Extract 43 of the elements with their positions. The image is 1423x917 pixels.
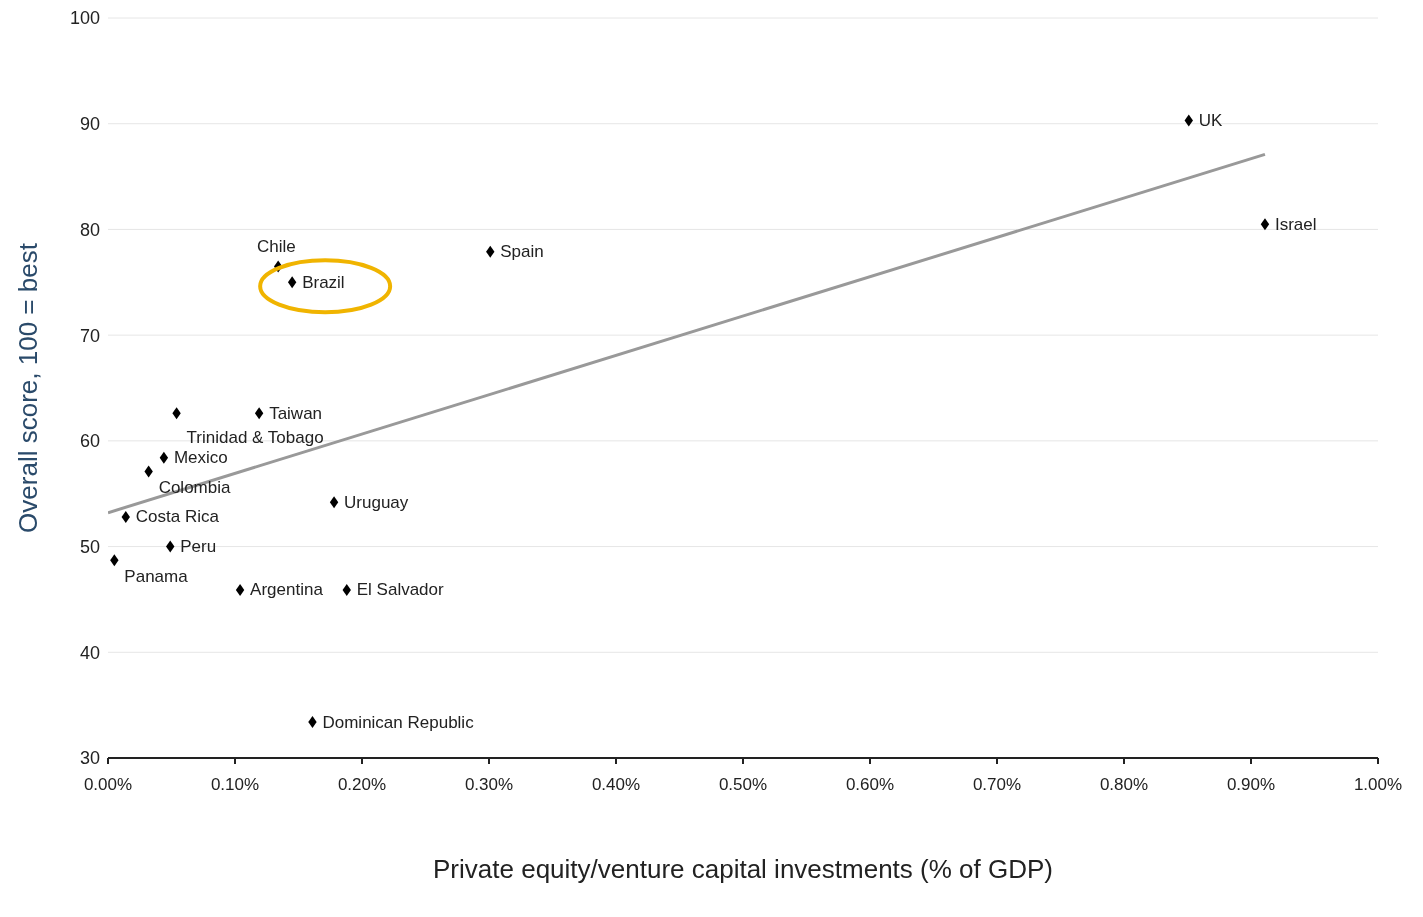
annotation: Costa Rica [135,507,220,527]
y-tick-label: 70 [79,325,100,346]
x-tick-label: 0.90% [1226,775,1276,795]
y-axis-title: Overall score, 100 = best [13,242,44,533]
point [159,451,169,464]
x-tick-label: 0.80% [1099,775,1149,795]
annotation: Israel [1274,214,1317,234]
annotation: Dominican Republic [322,712,475,732]
annotation: Panama [124,566,189,586]
y-tick-label: 100 [69,8,100,29]
point [254,407,264,420]
x-tick-label: 0.50% [718,775,768,795]
y-tick-label: 90 [79,114,100,135]
point [1260,218,1270,231]
x-tick-label: 1.00% [1353,775,1403,795]
point [329,496,339,509]
annotation: UK [1198,111,1224,131]
annotation: Mexico [173,448,228,468]
x-tick-label: 0.40% [591,775,641,795]
annotation: El Salvador [356,580,445,600]
annotation: Taiwan [269,403,323,423]
y-tick-label: 40 [79,642,100,663]
annotation: Chile [256,236,296,256]
x-tick-label: 0.70% [972,775,1022,795]
x-tick-label: 0.10% [210,775,260,795]
x-tick-label: 0.00% [83,775,133,795]
x-tick-label: 0.30% [464,775,514,795]
x-tick-label: 0.60% [845,775,895,795]
x-tick-label: 0.20% [337,775,387,795]
annotation: Argentina [250,580,324,600]
y-tick-label: 30 [79,748,100,769]
point [235,583,245,596]
y-tick-label: 50 [79,536,100,557]
point [287,276,297,289]
annotation: Colombia [158,478,231,498]
x-axis-title: Private equity/venture capital investments (% of GDP) [433,854,1053,884]
annotation: Peru [180,537,217,557]
annotation: Brazil [302,272,345,292]
y-tick-label: 80 [79,219,100,240]
y-tick-label: 60 [79,431,100,452]
annotation: Spain [500,242,544,262]
annotation: Uruguay [344,492,409,512]
annotation: Trinidad & Tobago [186,427,324,447]
